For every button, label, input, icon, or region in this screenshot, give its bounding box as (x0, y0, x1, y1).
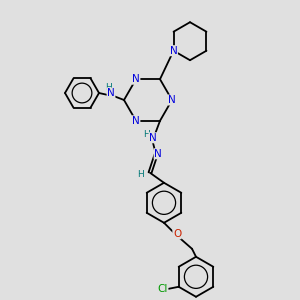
Text: N: N (149, 133, 157, 143)
Text: N: N (170, 46, 177, 56)
Text: N: N (132, 116, 140, 126)
Text: N: N (168, 95, 176, 105)
Text: N: N (154, 149, 162, 159)
Text: H: H (106, 83, 112, 92)
Text: O: O (173, 229, 181, 239)
Text: N: N (107, 88, 115, 98)
Text: Cl: Cl (158, 284, 168, 294)
Text: N: N (132, 74, 140, 84)
Text: H: H (136, 170, 143, 179)
Text: H: H (144, 130, 150, 139)
